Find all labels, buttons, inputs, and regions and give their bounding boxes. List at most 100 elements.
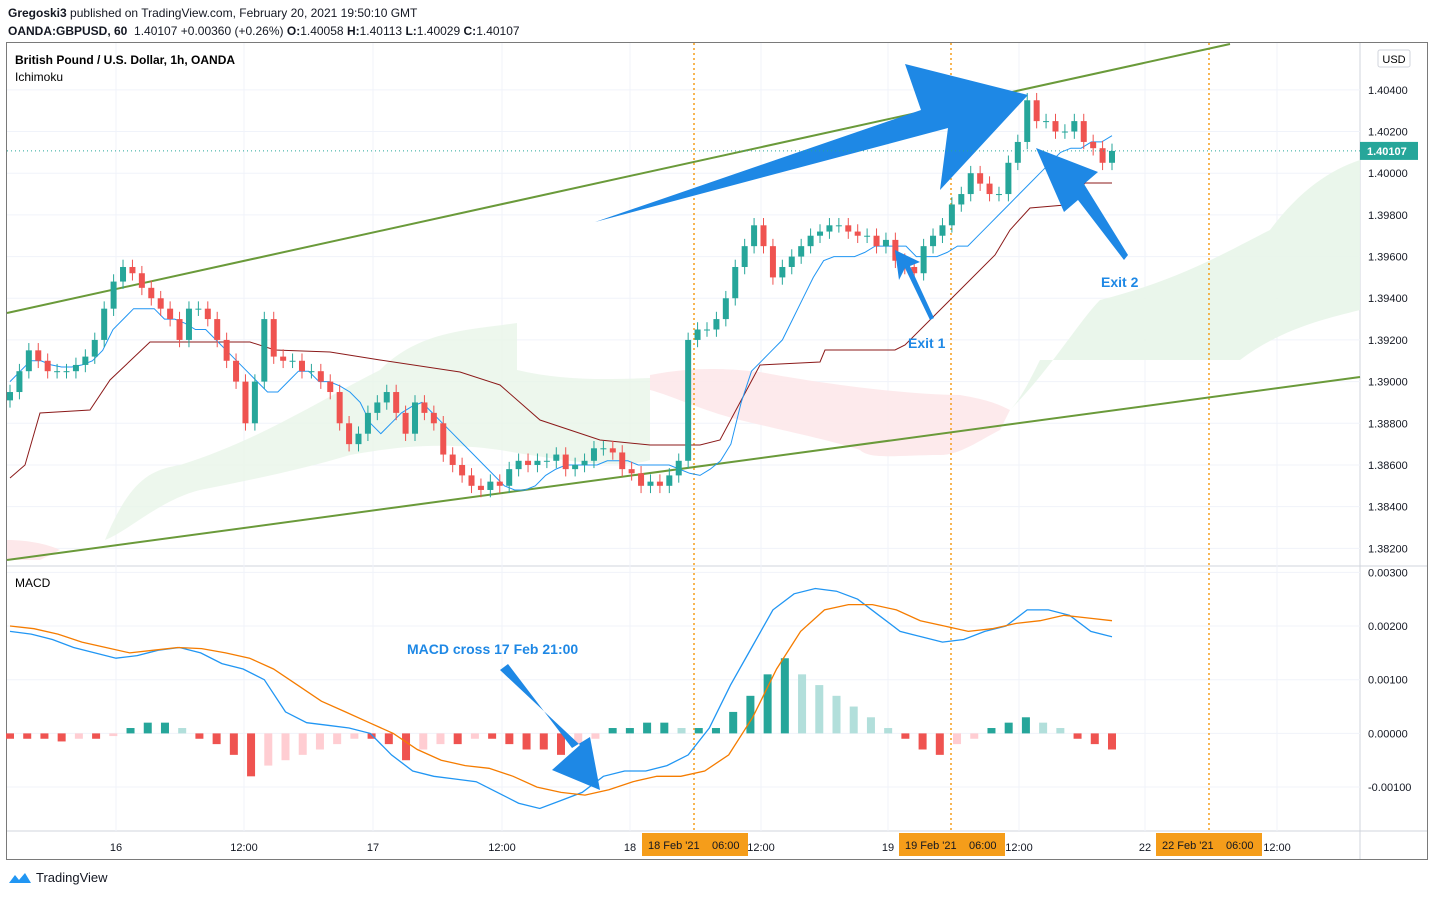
candle-body	[346, 423, 353, 445]
histogram-bar	[367, 733, 376, 739]
candle-body	[7, 392, 13, 401]
candle-body	[864, 235, 871, 237]
candle-body	[703, 329, 710, 331]
candle-body	[722, 298, 729, 320]
annotation-arrows[interactable]	[500, 64, 1128, 790]
chart-frame[interactable]	[6, 42, 1428, 860]
candle-body	[807, 235, 814, 247]
candle-body	[251, 381, 258, 424]
footer: TradingView	[8, 870, 108, 885]
candle-body	[214, 319, 221, 340]
tradingview-brand[interactable]: TradingView	[36, 870, 108, 885]
time-badge-date: 19 Feb '21	[905, 840, 957, 852]
candle-body	[82, 356, 89, 365]
histogram-bar	[539, 733, 548, 750]
ohlc-close: 1.40107	[476, 24, 520, 38]
macd-cross-label: MACD cross 17 Feb 21:00	[407, 641, 578, 657]
candle-body	[412, 402, 419, 434]
candle-body	[223, 339, 230, 361]
time-tick-label: 12:00	[1263, 842, 1291, 854]
candle-body	[911, 266, 918, 274]
candle-body	[120, 266, 127, 282]
candle-body	[440, 423, 447, 455]
histogram-bar	[109, 733, 118, 737]
candle-body	[835, 225, 842, 227]
currency-badge[interactable]	[1377, 49, 1411, 68]
histogram-bar	[711, 728, 720, 734]
candle-body	[270, 319, 277, 357]
candle-body	[1052, 121, 1059, 132]
candle-body	[628, 469, 635, 474]
candle-body	[609, 448, 616, 453]
candle-body	[675, 460, 682, 476]
macd-tick-label: 0.00000	[1368, 728, 1408, 740]
tenkan-line	[9, 135, 1113, 491]
signal-line	[9, 603, 1113, 796]
time-tick-label: 12:00	[747, 842, 775, 854]
candle-body	[920, 246, 927, 274]
candle-body	[185, 308, 192, 340]
candle-body	[204, 308, 211, 320]
candle-body	[656, 481, 663, 486]
price-axis[interactable]: 1.38200 1.38400 1.38600 1.38800 1.39000 1.392…	[1368, 85, 1408, 555]
histogram-bar	[74, 733, 83, 739]
histogram-bar	[1073, 733, 1082, 739]
histogram-bar	[660, 722, 669, 734]
candle-body	[798, 246, 805, 257]
candle-body	[1061, 131, 1068, 133]
ichimoku-cloud	[7, 160, 1360, 560]
candle-body	[477, 485, 484, 490]
candle-body	[148, 287, 155, 299]
candle-body	[515, 460, 522, 470]
ohlc-open: 1.40058	[300, 24, 344, 38]
macd-line	[9, 587, 1113, 810]
histogram-bar	[6, 733, 14, 739]
histogram-bar	[505, 733, 514, 745]
last-price: 1.40107	[134, 24, 178, 38]
histogram-bar	[23, 733, 32, 739]
candle-body	[16, 371, 23, 393]
candle-body	[1033, 100, 1040, 122]
candle-body	[280, 356, 287, 361]
histogram-bar	[763, 674, 772, 734]
macd-pane-title: MACD	[15, 576, 51, 590]
price-tick-label: 1.38400	[1368, 502, 1408, 514]
trendlines[interactable]	[6, 43, 1361, 561]
candle-body	[364, 412, 371, 434]
histogram-bar	[247, 733, 256, 777]
candle-body	[101, 308, 108, 340]
cloud-bear-1	[650, 368, 1010, 457]
cloud-bull-1	[105, 323, 650, 540]
candle-body	[1005, 162, 1012, 195]
candle-body	[619, 452, 626, 470]
candle-body	[741, 246, 748, 267]
candle-body	[289, 360, 296, 362]
candle-body	[383, 392, 390, 403]
macd-lines	[9, 587, 1113, 810]
time-axis[interactable]: 16 12:00 17 12:00 18 12:00 19 12:00 22 12:00 18 Fe…	[110, 833, 1291, 856]
macd-cross-arrow	[500, 664, 600, 790]
time-tick-label: 16	[110, 842, 122, 854]
candle-body	[572, 464, 579, 470]
histogram-bar	[1056, 728, 1065, 734]
candle-body	[788, 256, 795, 267]
time-tick-label: 18	[624, 842, 636, 854]
macd-axis[interactable]: -0.00100 0.00000 0.00100 0.00200 0.00300	[1368, 567, 1411, 794]
histogram-bar	[212, 733, 221, 745]
price-tick-label: 1.39600	[1368, 252, 1408, 264]
ohlc-open-label: O:	[286, 24, 301, 38]
time-badge-hour: 06:00	[1226, 840, 1254, 852]
candle-body	[327, 381, 334, 393]
candle-body	[854, 231, 861, 236]
candle-body	[600, 448, 607, 450]
candle-body	[685, 339, 692, 461]
histogram-bar	[92, 733, 101, 739]
publisher-name[interactable]: Gregoski3	[8, 6, 67, 20]
macd-tick-label: 0.00200	[1368, 621, 1408, 633]
histogram-bar	[1021, 717, 1030, 734]
histogram-bar	[1004, 722, 1013, 734]
time-badge	[1156, 833, 1262, 856]
candles	[7, 92, 1115, 498]
exit1-arrow	[895, 250, 934, 320]
